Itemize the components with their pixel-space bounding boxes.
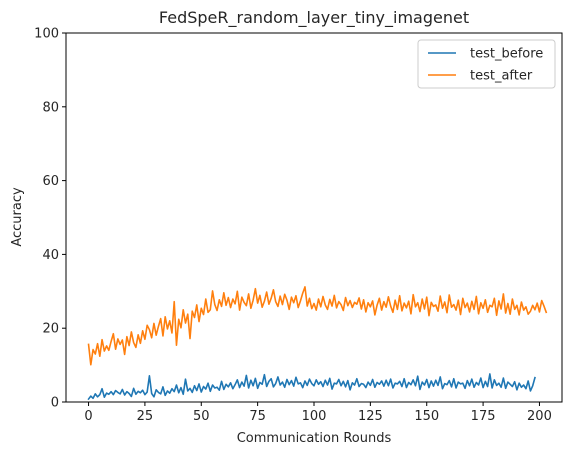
y-tick-label: 100 — [34, 27, 59, 42]
legend: test_before test_after — [417, 39, 556, 89]
y-tick-label: 60 — [42, 174, 59, 189]
x-tick-label: 0 — [84, 409, 92, 424]
x-axis-label: Communication Rounds — [237, 431, 392, 446]
x-tick-label: 200 — [527, 409, 552, 424]
chart-title: FedSpeR_random_layer_tiny_imagenet — [159, 8, 469, 28]
y-tick-label: 0 — [51, 396, 59, 411]
legend-label: test_after — [470, 69, 533, 84]
x-tick-label: 100 — [302, 409, 327, 424]
y-axis-label: Accuracy — [10, 187, 25, 247]
x-tick-label: 125 — [358, 409, 383, 424]
axes-frame — [65, 32, 563, 403]
legend-label: test_before — [470, 47, 543, 62]
y-tick-label: 40 — [42, 248, 59, 263]
x-tick-label: 150 — [414, 409, 439, 424]
legend-box — [417, 39, 556, 89]
x-tick-label: 50 — [193, 409, 210, 424]
y-tick-label: 80 — [42, 100, 59, 115]
x-tick-label: 75 — [249, 409, 266, 424]
x-tick-label: 175 — [471, 409, 496, 424]
series-lines — [87, 286, 548, 401]
series-line-test_after — [87, 286, 548, 366]
axis-ticks: 0 25 50 75 100 125 150 175 200 0 20 40 60 80 100 — [34, 27, 552, 425]
x-tick-label: 25 — [137, 409, 154, 424]
series-line-test_before — [87, 373, 536, 401]
y-tick-label: 20 — [42, 322, 59, 337]
